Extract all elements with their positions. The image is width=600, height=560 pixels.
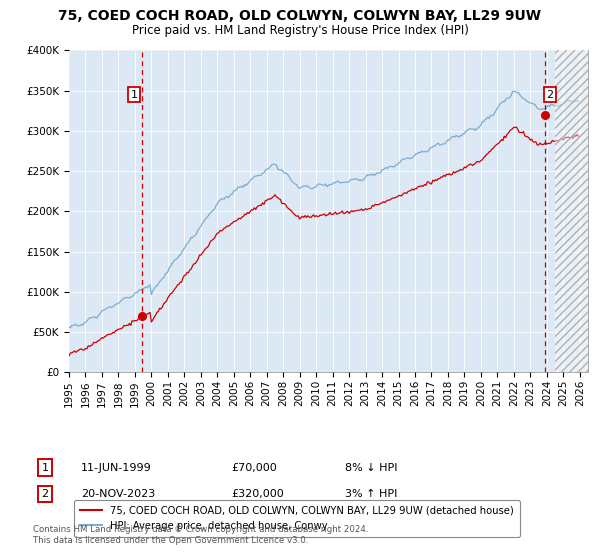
Text: 1: 1 [130,90,137,100]
Text: 2: 2 [547,90,554,100]
Text: £70,000: £70,000 [231,463,277,473]
Text: £320,000: £320,000 [231,489,284,499]
Text: 1: 1 [41,463,49,473]
Text: Contains HM Land Registry data © Crown copyright and database right 2024.
This d: Contains HM Land Registry data © Crown c… [33,525,368,545]
Text: 8% ↓ HPI: 8% ↓ HPI [345,463,398,473]
Bar [555,50,588,372]
Text: 2: 2 [41,489,49,499]
Legend: 75, COED COCH ROAD, OLD COLWYN, COLWYN BAY, LL29 9UW (detached house), HPI: Aver: 75, COED COCH ROAD, OLD COLWYN, COLWYN B… [74,500,520,536]
Text: 11-JUN-1999: 11-JUN-1999 [81,463,152,473]
Text: 20-NOV-2023: 20-NOV-2023 [81,489,155,499]
Text: 3% ↑ HPI: 3% ↑ HPI [345,489,397,499]
Text: 75, COED COCH ROAD, OLD COLWYN, COLWYN BAY, LL29 9UW: 75, COED COCH ROAD, OLD COLWYN, COLWYN B… [59,9,542,23]
Bar [555,50,588,372]
Text: Price paid vs. HM Land Registry's House Price Index (HPI): Price paid vs. HM Land Registry's House … [131,24,469,36]
